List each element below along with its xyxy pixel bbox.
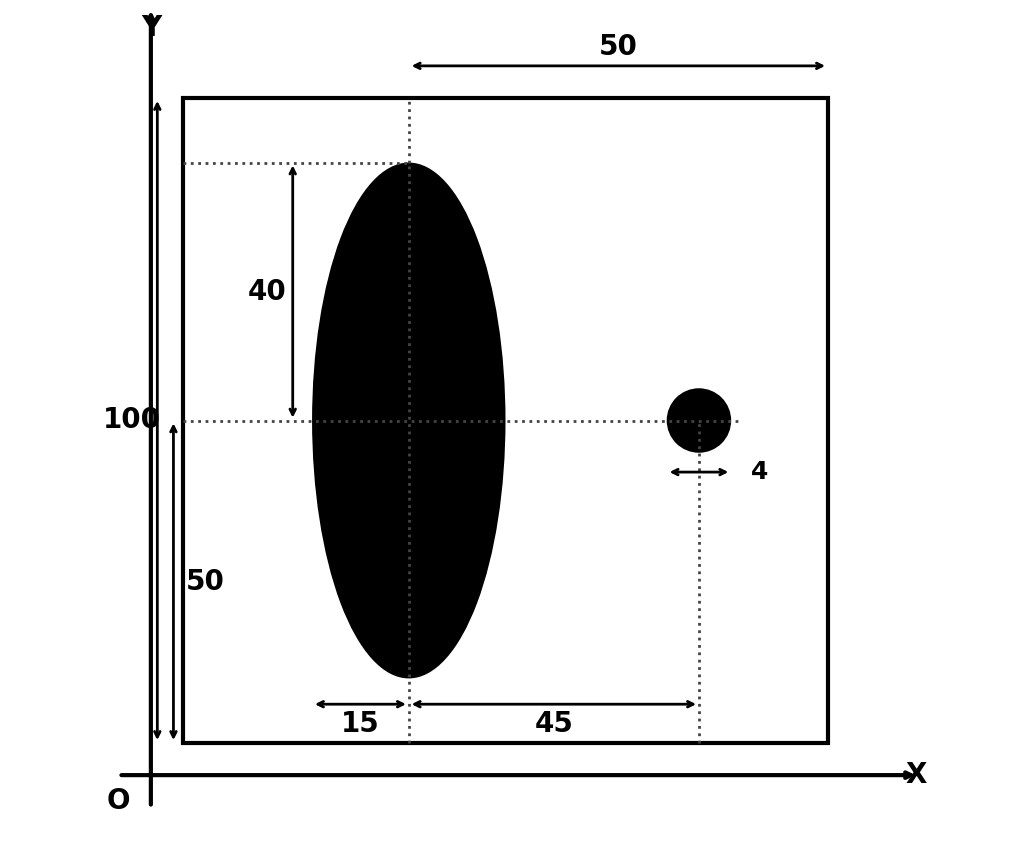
Text: 45: 45 xyxy=(535,710,573,738)
Text: Y: Y xyxy=(141,14,161,42)
Circle shape xyxy=(666,389,731,452)
Ellipse shape xyxy=(312,162,506,679)
Text: O: O xyxy=(107,787,130,815)
Text: 50: 50 xyxy=(599,33,638,61)
Text: 4: 4 xyxy=(750,460,768,484)
Bar xyxy=(183,98,828,743)
Text: 15: 15 xyxy=(341,710,380,738)
Text: 100: 100 xyxy=(102,406,161,435)
Text: X: X xyxy=(905,761,927,789)
Text: 40: 40 xyxy=(248,278,286,305)
Text: 50: 50 xyxy=(186,568,225,595)
